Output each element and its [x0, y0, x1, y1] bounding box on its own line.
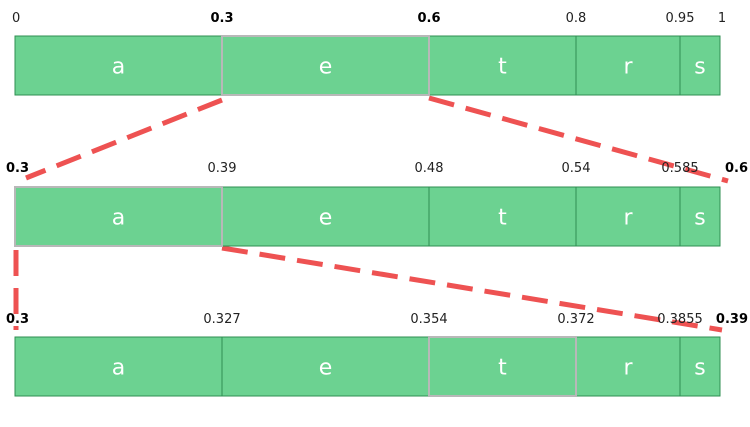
boundary-label: 0.6 — [725, 161, 748, 176]
segment-label: t — [498, 356, 507, 381]
segment-label: r — [623, 206, 633, 231]
segment-r — [575, 186, 681, 247]
segment-label: r — [623, 356, 633, 381]
segment-label: t — [498, 55, 507, 80]
boundary-label: 0.3 — [210, 11, 233, 26]
boundary-label: 0.585 — [661, 161, 698, 176]
segment-label: r — [623, 55, 633, 80]
boundary-label: 0.3 — [6, 312, 29, 327]
segment-label: a — [112, 356, 125, 381]
boundary-label: 0.95 — [666, 11, 695, 26]
segment-label: a — [112, 55, 125, 80]
boundary-label: 0.8 — [566, 11, 587, 26]
interval-rows: a e t r s 0 0.3 0.6 0.8 0.95 1 a e t r s 0.3 0.39 0.48 0.54… — [6, 11, 748, 397]
segment-label: e — [319, 356, 333, 381]
interval-row-3: a e t r s 0.3 0.327 0.354 0.372 0.3855 0.39 — [6, 312, 748, 397]
segment-t — [428, 35, 577, 96]
interval-row-2: a e t r s 0.3 0.39 0.48 0.54 0.585 0.6 — [6, 161, 748, 247]
segment-label: s — [694, 55, 705, 80]
zoom-connectors — [13, 95, 729, 333]
boundary-label: 0.48 — [415, 161, 444, 176]
segment-e — [221, 336, 430, 397]
boundary-label: 0 — [12, 11, 20, 26]
selected-segment-outline — [14, 186, 223, 247]
segment-label: s — [694, 356, 705, 381]
segment-a — [14, 336, 223, 397]
boundary-label: 0.354 — [410, 312, 447, 327]
segment-label: a — [112, 206, 125, 231]
interval-row-1: a e t r s 0 0.3 0.6 0.8 0.95 1 — [12, 11, 726, 96]
selected-segment-outline — [221, 35, 430, 96]
segment-s — [679, 35, 721, 96]
boundary-label: 1 — [718, 11, 726, 26]
boundary-label: 0.372 — [557, 312, 594, 327]
connector-right-1 — [428, 95, 729, 184]
boundary-label: 0.3 — [6, 161, 29, 176]
boundary-label: 0.327 — [203, 312, 240, 327]
segment-a — [14, 35, 223, 96]
boundary-label: 0.54 — [562, 161, 591, 176]
segment-r — [575, 35, 681, 96]
boundary-label: 0.3855 — [657, 312, 703, 327]
segment-label: t — [498, 206, 507, 231]
segment-s — [679, 336, 721, 397]
segment-s — [679, 186, 721, 247]
segment-t — [428, 336, 577, 397]
boundary-label: 0.6 — [417, 11, 440, 26]
boundary-label: 0.39 — [716, 312, 748, 327]
segment-label: e — [319, 55, 333, 80]
connector-left-1 — [25, 97, 223, 181]
boundary-label: 0.39 — [208, 161, 237, 176]
connector-right-2 — [221, 245, 723, 333]
segment-label: e — [319, 206, 333, 231]
selected-segment-outline — [428, 336, 577, 397]
segment-label: s — [694, 206, 705, 231]
